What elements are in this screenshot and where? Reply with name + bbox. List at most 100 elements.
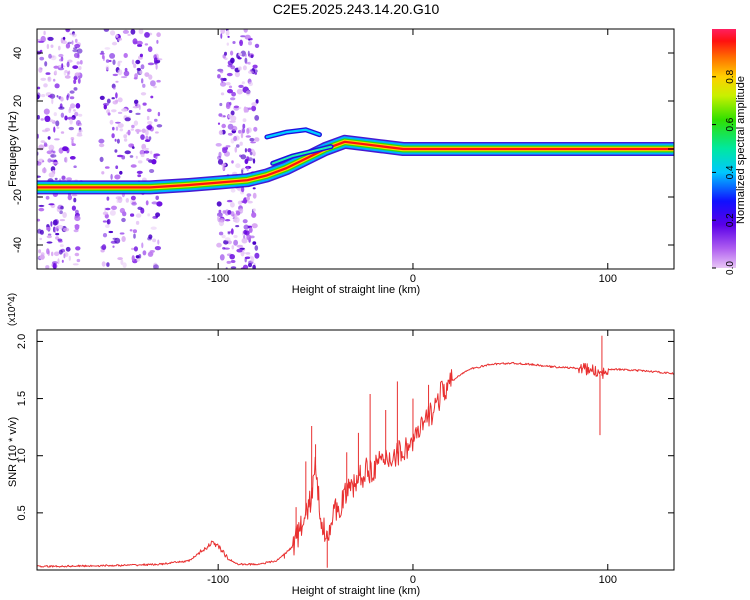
noise-speckle xyxy=(43,108,50,115)
noise-speckle xyxy=(239,154,242,158)
noise-speckle xyxy=(59,244,64,248)
noise-speckle xyxy=(153,57,158,64)
noise-speckle xyxy=(74,43,81,49)
noise-speckle xyxy=(144,72,150,77)
x-tick-label: 0 xyxy=(410,574,416,586)
noise-speckle xyxy=(104,166,110,169)
noise-speckle xyxy=(226,72,233,77)
noise-speckle xyxy=(73,197,77,203)
noise-speckle xyxy=(253,126,258,132)
noise-speckle xyxy=(116,154,124,158)
noise-speckle xyxy=(38,207,45,212)
noise-speckle xyxy=(105,65,110,71)
noise-speckle xyxy=(112,73,119,77)
y-tick-label: 40 xyxy=(12,47,24,59)
noise-speckle xyxy=(218,130,223,136)
noise-speckle xyxy=(71,205,76,211)
colorbar-axes: 0.0 0.2 0.4 0.6 0.8 xyxy=(712,69,736,275)
noise-speckle xyxy=(114,138,117,142)
noise-speckle xyxy=(72,263,79,266)
noise-speckle xyxy=(101,261,106,267)
y-tick-label: 20 xyxy=(12,95,24,107)
noise-speckle xyxy=(53,126,56,133)
noise-speckle xyxy=(230,260,236,263)
noise-speckle xyxy=(251,223,258,229)
noise-speckle xyxy=(79,60,83,65)
noise-speckle xyxy=(115,99,119,103)
noise-speckle xyxy=(44,127,51,132)
noise-speckle xyxy=(110,30,116,36)
noise-speckle xyxy=(74,215,81,222)
noise-speckle xyxy=(144,32,150,38)
noise-speckle xyxy=(219,102,223,107)
noise-speckle xyxy=(114,174,121,180)
noise-speckle xyxy=(221,234,226,239)
noise-speckle xyxy=(112,245,115,248)
noise-speckle xyxy=(73,76,78,80)
colorbar: 0.0 0.2 0.4 0.6 0.8 Normalized spectral ampl… xyxy=(712,29,747,275)
noise-speckle xyxy=(120,259,124,265)
noise-speckle xyxy=(132,229,137,234)
noise-speckle xyxy=(136,258,140,262)
noise-speckle xyxy=(230,110,235,116)
y-tick-label: -40 xyxy=(12,237,24,253)
noise-speckle xyxy=(37,94,40,100)
noise-speckle xyxy=(145,200,149,206)
noise-speckle xyxy=(40,35,46,43)
noise-speckle xyxy=(102,55,105,62)
noise-speckle xyxy=(241,168,244,175)
noise-speckle xyxy=(122,29,129,34)
noise-speckle xyxy=(228,85,233,89)
noise-speckle xyxy=(247,148,252,153)
snr-multiplier: (x10^4) xyxy=(7,293,18,326)
noise-speckle xyxy=(111,109,117,113)
noise-speckle xyxy=(238,66,242,71)
noise-speckle xyxy=(46,235,52,239)
noise-speckle xyxy=(247,200,253,204)
noise-speckle xyxy=(45,195,50,200)
noise-speckle xyxy=(238,129,242,134)
noise-speckle xyxy=(246,234,252,241)
noise-speckle xyxy=(217,122,221,125)
noise-speckle xyxy=(72,49,78,53)
noise-speckle xyxy=(131,59,135,65)
x-tick-label: 0 xyxy=(410,273,416,285)
noise-speckle xyxy=(69,106,72,111)
noise-speckle xyxy=(71,33,77,38)
noise-speckle xyxy=(242,65,247,71)
noise-speckle xyxy=(46,44,50,49)
snr-marks xyxy=(37,335,674,568)
noise-speckle xyxy=(147,121,153,125)
noise-speckle xyxy=(109,53,116,59)
noise-speckle xyxy=(69,96,75,100)
noise-speckle xyxy=(71,40,74,45)
noise-speckle xyxy=(227,232,231,235)
noise-speckle xyxy=(237,200,243,205)
noise-speckle xyxy=(135,112,141,115)
noise-speckle xyxy=(56,224,64,230)
noise-speckle xyxy=(67,71,69,76)
noise-speckle xyxy=(67,194,73,201)
noise-speckle xyxy=(125,198,129,203)
noise-speckle xyxy=(72,65,79,69)
noise-speckle xyxy=(54,177,58,181)
noise-speckle xyxy=(58,58,63,62)
noise-speckle xyxy=(140,153,145,158)
noise-speckle xyxy=(233,105,240,111)
noise-speckle xyxy=(251,102,258,107)
noise-speckle xyxy=(150,95,154,99)
noise-speckle xyxy=(123,138,128,142)
chart-title: C2E5.2025.243.14.20.G10 xyxy=(273,1,440,17)
noise-speckle xyxy=(55,232,60,236)
noise-speckle xyxy=(230,50,234,56)
noise-speckle xyxy=(39,237,43,241)
noise-speckle xyxy=(47,76,52,82)
noise-speckle xyxy=(147,213,151,217)
noise-speckle xyxy=(226,42,229,46)
noise-speckle xyxy=(141,128,146,134)
noise-speckle xyxy=(43,30,46,36)
noise-speckle xyxy=(254,252,260,259)
noise-speckle xyxy=(232,41,236,44)
noise-speckle xyxy=(133,120,139,126)
noise-speckle xyxy=(50,44,54,48)
